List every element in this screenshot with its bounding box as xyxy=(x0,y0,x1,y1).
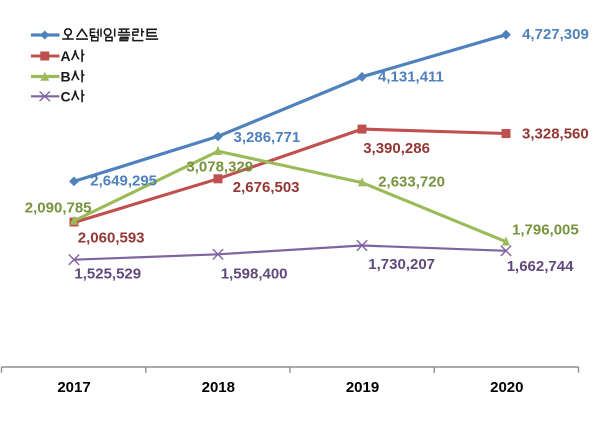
svg-text:2,633,720: 2,633,720 xyxy=(378,174,445,191)
svg-text:3,078,329: 3,078,329 xyxy=(186,158,253,175)
svg-text:4,131,411: 4,131,411 xyxy=(378,68,444,85)
svg-text:2,649,295: 2,649,295 xyxy=(90,172,157,189)
svg-text:4,727,309: 4,727,309 xyxy=(522,26,589,43)
svg-text:B: B xyxy=(61,69,71,85)
svg-text:2,676,503: 2,676,503 xyxy=(233,179,300,196)
svg-text:2,060,593: 2,060,593 xyxy=(78,229,145,246)
svg-text:3,286,771: 3,286,771 xyxy=(234,129,301,146)
svg-text:2020: 2020 xyxy=(490,379,523,396)
svg-text:2,090,785: 2,090,785 xyxy=(25,199,92,216)
svg-text:2018: 2018 xyxy=(202,379,235,396)
svg-text:2017: 2017 xyxy=(57,379,90,396)
svg-text:1,662,744: 1,662,744 xyxy=(507,258,574,275)
svg-text:1,796,005: 1,796,005 xyxy=(512,221,579,238)
svg-text:3,328,560: 3,328,560 xyxy=(522,126,589,143)
svg-text:A: A xyxy=(61,48,71,64)
svg-text:2019: 2019 xyxy=(346,379,379,396)
svg-text:1,730,207: 1,730,207 xyxy=(368,256,435,273)
svg-text:3,390,286: 3,390,286 xyxy=(363,140,430,157)
svg-text:1,598,400: 1,598,400 xyxy=(221,266,288,283)
svg-text:1,525,529: 1,525,529 xyxy=(74,266,141,283)
svg-text:C: C xyxy=(61,88,71,104)
